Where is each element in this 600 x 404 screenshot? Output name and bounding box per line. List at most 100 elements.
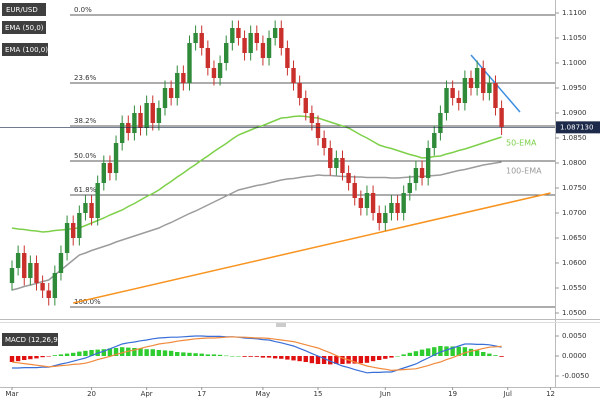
macd-histogram-bar [83, 350, 88, 356]
fib-label: 50.0% [74, 152, 97, 160]
x-tick-label: May [256, 390, 270, 398]
candle-body [9, 268, 15, 283]
last-price-box [556, 121, 600, 134]
macd-histogram-bar [474, 350, 480, 356]
candle-body [193, 33, 198, 43]
macd-histogram-bar [22, 356, 27, 360]
x-tick-label: 17 [197, 390, 206, 398]
macd-histogram-bar [248, 356, 253, 357]
y-tick-label: 1.0550 [562, 284, 587, 292]
y-tick-label: -0.0050 [562, 372, 589, 380]
candle-body [187, 43, 192, 83]
fib-label: 0.0% [74, 6, 92, 14]
y-tick-label: 0.0050 [562, 332, 587, 340]
candle-body [407, 183, 412, 193]
candle-body [64, 223, 70, 253]
candle-body [370, 193, 376, 213]
macd-histogram-bar [199, 353, 204, 356]
macd-histogram-bar [432, 347, 437, 356]
candle-body [309, 113, 315, 123]
candle-body [230, 28, 235, 43]
macd-histogram-bar [328, 356, 333, 365]
plot-area: 0.0% 23.6% 38.2% 50.0% 61.8% 100.0% [9, 6, 555, 308]
y-tick-label: 1.0950 [562, 84, 587, 92]
candle-body [450, 88, 455, 98]
macd-histogram-bar [101, 349, 106, 356]
y-tick-label: 1.1050 [562, 34, 587, 42]
candle-body [46, 290, 51, 298]
macd-histogram-bar [162, 350, 168, 356]
candle-body [217, 63, 223, 78]
candle-body [340, 158, 345, 173]
candle-body [462, 78, 468, 103]
macd-histogram-bar [107, 348, 113, 356]
macd-histogram-bar [462, 347, 468, 356]
legend-box[interactable] [2, 3, 46, 16]
macd-histogram-bar [9, 356, 15, 362]
macd-histogram-bar [266, 356, 272, 358]
candle-body [266, 38, 272, 58]
trendline [73, 192, 551, 304]
macd-histogram-bar [413, 351, 419, 356]
macd-histogram-bar [450, 346, 455, 356]
candle-body [260, 43, 266, 58]
fib-label: 61.8% [74, 186, 97, 194]
fib-label: 100.0% [74, 298, 101, 306]
x-tick-label: 12 [546, 390, 555, 398]
candle-body [126, 123, 131, 133]
macd-histogram-bar [468, 348, 474, 356]
candle-body [456, 98, 461, 103]
candle-body [71, 223, 76, 238]
macd-histogram-bar [40, 356, 45, 358]
candle-body [401, 193, 406, 213]
candle-body [205, 48, 211, 68]
candle-body [52, 273, 58, 298]
candle-body [413, 168, 419, 183]
ema-label: 100-EMA [506, 167, 542, 176]
y-tick-label: 1.0750 [562, 184, 587, 192]
macd-histogram-bar [187, 352, 192, 356]
macd-histogram-bar [321, 356, 327, 364]
y-tick-label: 0.0000 [562, 352, 587, 360]
candle-body [58, 253, 64, 273]
candle-body [303, 98, 308, 113]
candle-body [181, 73, 186, 83]
candle-body [432, 133, 437, 148]
candle-body [297, 83, 302, 98]
macd-line [12, 335, 502, 374]
candle-body [285, 48, 290, 68]
legend-indicator: EMA (100,0) [5, 46, 48, 54]
candle-body [425, 148, 431, 178]
y-tick-label: 1.0500 [562, 309, 587, 317]
candle-body [358, 198, 364, 208]
macd-histogram-bar [175, 352, 180, 356]
candle-body [144, 103, 149, 128]
x-tick-label: Apr [141, 390, 153, 398]
legend-box[interactable] [2, 43, 48, 56]
y-tick-label: 1.0700 [562, 209, 587, 217]
legend-indicator: EMA (50,0) [5, 24, 44, 32]
candle-body [493, 83, 498, 108]
macd-histogram-bar [419, 349, 425, 356]
fib-label: 23.6% [74, 74, 97, 82]
candle-body [34, 263, 39, 283]
candle-body [168, 88, 174, 98]
legend-box[interactable] [2, 333, 58, 346]
macd-histogram-bar [279, 356, 284, 359]
macd-histogram-bar [224, 355, 229, 357]
candle-body [119, 123, 125, 143]
macd-histogram-bar [425, 348, 431, 356]
candle-body [419, 168, 425, 178]
candle-body [438, 113, 443, 133]
x-tick-label: 15 [314, 390, 323, 398]
candle-body [132, 113, 137, 133]
macd-histogram-bar [334, 356, 339, 364]
legend-box[interactable] [2, 21, 46, 34]
macd-histogram-bar [15, 356, 21, 362]
candle-body [474, 68, 480, 88]
candle-body [389, 203, 394, 213]
x-tick-label: Jun [379, 390, 391, 398]
y-tick-label: 1.0850 [562, 134, 587, 142]
macd-histogram-bar [395, 356, 400, 357]
